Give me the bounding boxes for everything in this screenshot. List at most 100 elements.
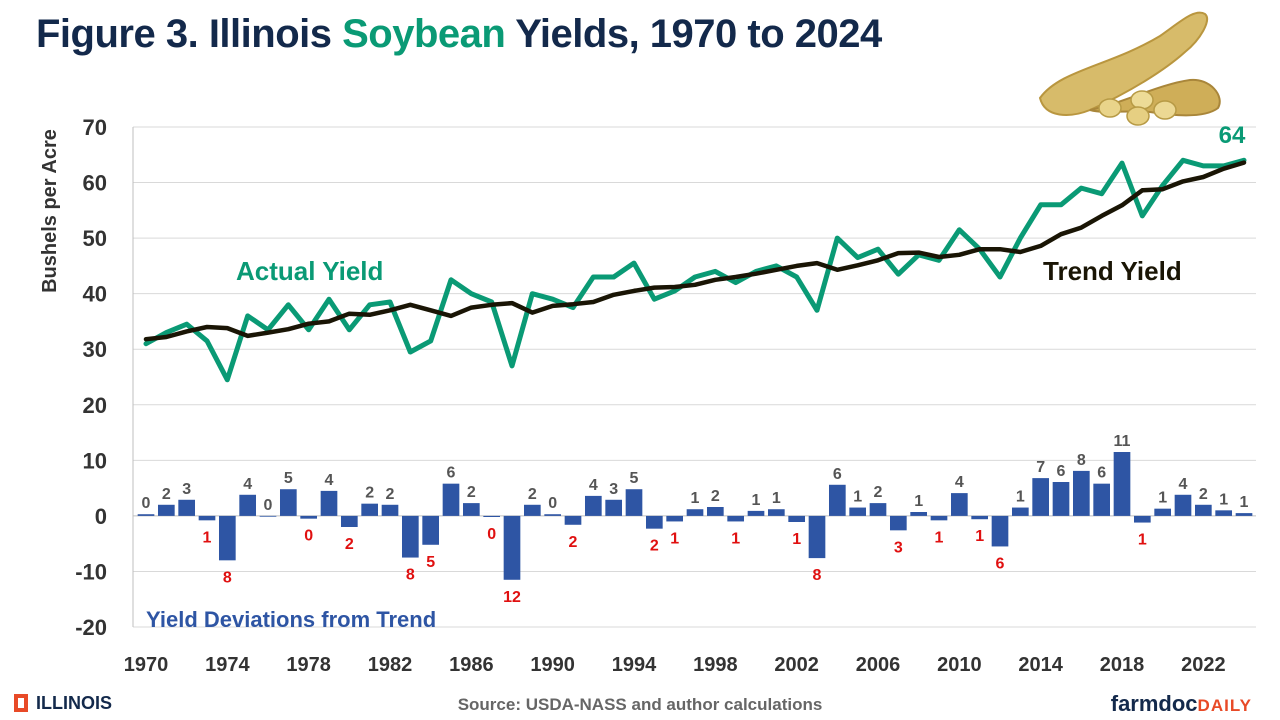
deviation-value-label: 4 [243,476,252,493]
deviation-value-label: 1 [691,490,700,507]
deviation-value-label: 8 [223,569,232,586]
deviation-bar [1235,513,1253,516]
y-tick-label: 70 [83,115,107,140]
title-highlight: Soybean [342,12,506,56]
deviation-bar [889,515,907,531]
deviation-value-label: 3 [894,539,903,556]
deviation-bar [950,493,968,516]
deviation-bar [971,515,989,520]
deviation-bar [137,514,155,516]
deviation-bar [666,515,684,522]
deviation-value-label: 1 [853,489,862,506]
chart-title: Figure 3. Illinois Soybean Yields, 1970 … [36,12,882,57]
deviation-value-label: 2 [467,484,476,501]
deviation-bar [462,503,480,516]
gridlines [132,126,1256,628]
deviation-bar [340,515,358,527]
trend-yield-label: Trend Yield [1043,256,1182,286]
deviation-value-label: 8 [406,567,415,584]
deviation-value-label: 3 [609,481,618,498]
deviation-bar [1011,507,1029,516]
x-tick-label: 1990 [530,654,575,676]
deviation-value-label: 0 [304,528,313,545]
deviation-bar [1154,508,1172,516]
actual-yield-line [143,157,1247,383]
deviation-value-label: 1 [914,493,923,510]
deviation-value-label: 4 [325,472,334,489]
deviation-bar [1072,470,1090,516]
deviation-bar [645,515,663,529]
deviation-value-label: 12 [503,589,521,606]
deviation-value-label: 6 [447,465,456,482]
deviation-value-label: 2 [162,486,171,503]
deviation-bar [483,515,501,517]
deviation-value-label: 0 [264,497,273,514]
deviation-bar [910,512,928,516]
deviation-value-label: 4 [589,477,598,494]
farmdoc-logo: farmdocDAILY [1111,691,1252,717]
deviation-bar [1215,510,1233,516]
deviation-bar [381,504,399,516]
deviation-value-label: 2 [365,485,374,502]
deviation-value-label: 11 [1114,433,1131,450]
deviation-bar [1174,494,1192,516]
deviation-bar [320,490,338,516]
y-tick-label: 50 [83,226,107,251]
final-value-label: 64 [1219,122,1246,149]
deviation-value-label: 2 [650,538,659,555]
deviation-value-label: 5 [426,554,435,571]
deviation-bar [584,495,602,516]
deviation-bar [401,515,419,558]
deviation-value-label: 1 [1240,494,1249,511]
deviation-bar [828,484,846,516]
deviation-value-label: 2 [386,486,395,503]
y-axis-ticks: -20 -10 0 10 20 30 40 50 60 70 [75,115,107,640]
deviation-bar [849,507,867,516]
deviation-value-label: 6 [833,466,842,483]
y-tick-label: 10 [83,448,107,473]
deviation-value-label: 1 [772,490,781,507]
deviation-bar [727,515,745,522]
y-tick-label: 30 [83,337,107,362]
deviation-value-label: 4 [1179,476,1188,493]
x-tick-label: 2002 [774,654,819,676]
source-note: Source: USDA-NASS and author calculation… [457,695,823,714]
y-tick-label: 60 [83,171,107,196]
deviation-value-label: 0 [142,495,151,512]
deviation-value-label: 4 [955,474,964,491]
deviation-value-label: 1 [1219,491,1228,508]
yield-lines [143,157,1247,383]
deviation-value-label: 1 [975,528,984,545]
deviation-label: Yield Deviations from Trend [146,607,436,632]
deviation-value-label: 5 [630,470,639,487]
deviation-value-label: 6 [996,555,1005,572]
x-tick-label: 1978 [286,654,331,676]
deviation-value-label: 2 [711,488,720,505]
x-tick-label: 1986 [449,654,494,676]
deviation-bar [869,503,887,516]
trend-yield-line [143,160,1247,342]
deviation-bars [137,452,1253,580]
deviation-value-label: 1 [1158,490,1167,507]
deviation-value-label: 5 [284,470,293,487]
x-axis-ticks: 1970 1974 1978 1982 1986 1990 1994 1998 2002 2006… [124,654,1226,676]
deviation-bar [259,515,277,517]
deviation-bar [361,503,379,516]
deviation-value-label: 2 [874,484,883,501]
deviation-bar [1194,504,1212,516]
deviation-bar [523,504,541,516]
y-axis-label: Bushels per Acre [39,129,61,293]
deviation-bar [605,499,623,516]
deviation-value-label: 8 [1077,452,1086,469]
deviation-value-label: 0 [487,526,496,543]
deviation-value-label: 1 [935,529,944,546]
deviation-value-label: 1 [1016,489,1025,506]
deviation-value-label: 1 [670,530,679,547]
x-tick-label: 1974 [205,654,250,676]
x-tick-label: 2018 [1100,654,1145,676]
deviation-value-label: 2 [569,534,578,551]
deviation-bar [747,510,765,516]
deviation-bar [564,515,582,525]
y-tick-label: -10 [75,559,107,584]
